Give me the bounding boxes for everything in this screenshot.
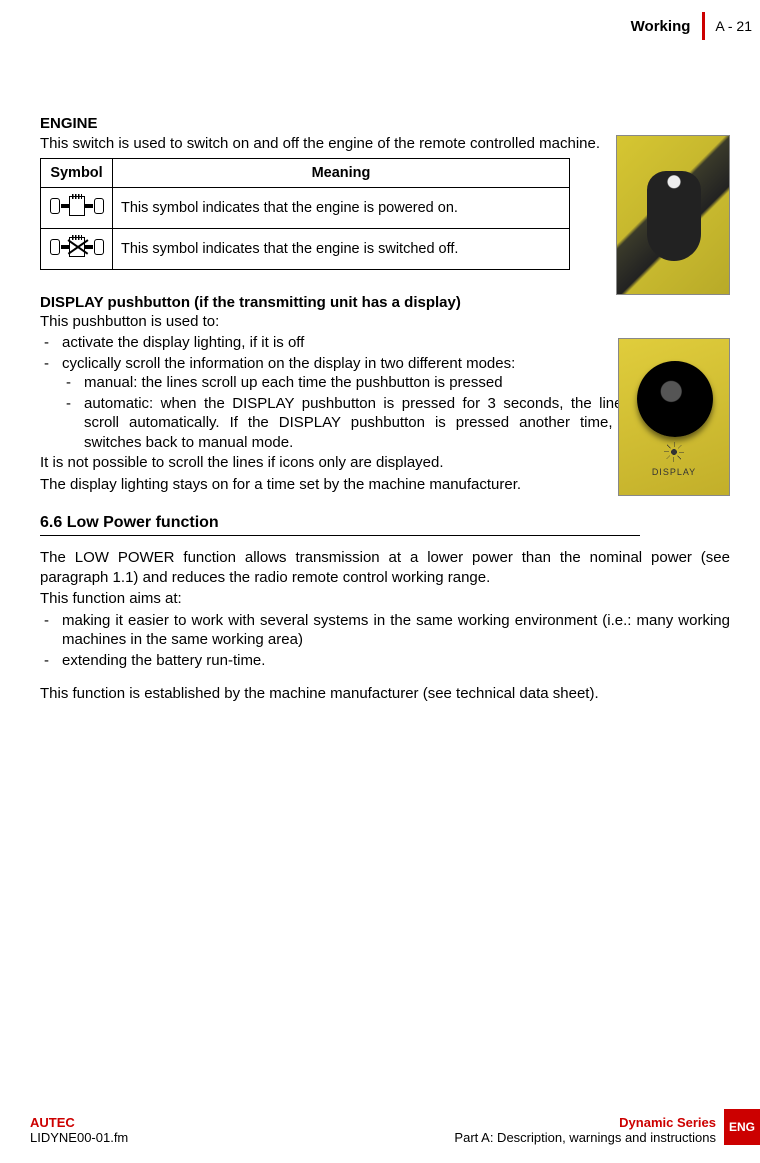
meaning-engine-on: This symbol indicates that the engine is… <box>113 187 570 228</box>
col-symbol: Symbol <box>41 158 113 187</box>
page-content: ENGINE This switch is used to switch on … <box>40 115 730 706</box>
chapter-label: Working <box>631 18 703 35</box>
engine-title: ENGINE <box>40 115 615 132</box>
bullet-text: cyclically scroll the information on the… <box>62 355 515 372</box>
footer-part: Part A: Description, warnings and instru… <box>454 1130 716 1145</box>
symbol-engine-off-icon <box>41 228 113 269</box>
footer-series: Dynamic Series <box>454 1115 716 1130</box>
display-light-icon <box>665 443 683 461</box>
display-intro: This pushbutton is used to: <box>40 312 630 332</box>
display-button-photo <box>618 338 730 496</box>
display-title: DISPLAY pushbutton (if the transmitting … <box>40 294 630 311</box>
display-section: DISPLAY pushbutton (if the transmitting … <box>40 294 730 495</box>
list-item: automatic: when the DISPLAY pushbutton i… <box>62 394 630 453</box>
display-note-1: It is not possible to scroll the lines i… <box>40 453 630 473</box>
table-header-row: Symbol Meaning <box>41 158 570 187</box>
list-item: making it easier to work with several sy… <box>40 611 730 650</box>
list-item: extending the battery run-time. <box>40 651 730 671</box>
display-sub-bullets: manual: the lines scroll up each time th… <box>62 373 630 452</box>
engine-switch-photo <box>616 135 730 295</box>
page-footer: AUTEC LIDYNE00-01.fm Dynamic Series Part… <box>30 1115 760 1145</box>
page-number: A - 21 <box>705 18 760 34</box>
low-power-section: The LOW POWER function allows transmissi… <box>40 548 730 704</box>
table-row: This symbol indicates that the engine is… <box>41 187 570 228</box>
display-note-2: The display lighting stays on for a time… <box>40 475 630 495</box>
display-bullets: activate the display lighting, if it is … <box>40 333 630 452</box>
list-item: manual: the lines scroll up each time th… <box>62 373 630 393</box>
table-row: This symbol indicates that the engine is… <box>41 228 570 269</box>
footer-right: Dynamic Series Part A: Description, warn… <box>454 1115 716 1145</box>
engine-symbol-table: Symbol Meaning This symbol indicates tha… <box>40 158 570 270</box>
page-header: Working A - 21 <box>631 12 760 40</box>
engine-intro: This switch is used to switch on and off… <box>40 134 615 154</box>
meaning-engine-off: This symbol indicates that the engine is… <box>113 228 570 269</box>
lp-paragraph-2: This function aims at: <box>40 589 730 609</box>
section-6-6-heading: 6.6 Low Power function <box>40 514 640 536</box>
language-badge: ENG <box>724 1109 760 1145</box>
list-item: activate the display lighting, if it is … <box>40 333 630 353</box>
lp-paragraph-3: This function is established by the mach… <box>40 684 730 704</box>
lp-bullets: making it easier to work with several sy… <box>40 611 730 671</box>
engine-section: ENGINE This switch is used to switch on … <box>40 115 730 270</box>
lp-paragraph-1: The LOW POWER function allows transmissi… <box>40 548 730 587</box>
col-meaning: Meaning <box>113 158 570 187</box>
list-item: cyclically scroll the information on the… <box>40 354 630 453</box>
symbol-engine-on-icon <box>41 187 113 228</box>
